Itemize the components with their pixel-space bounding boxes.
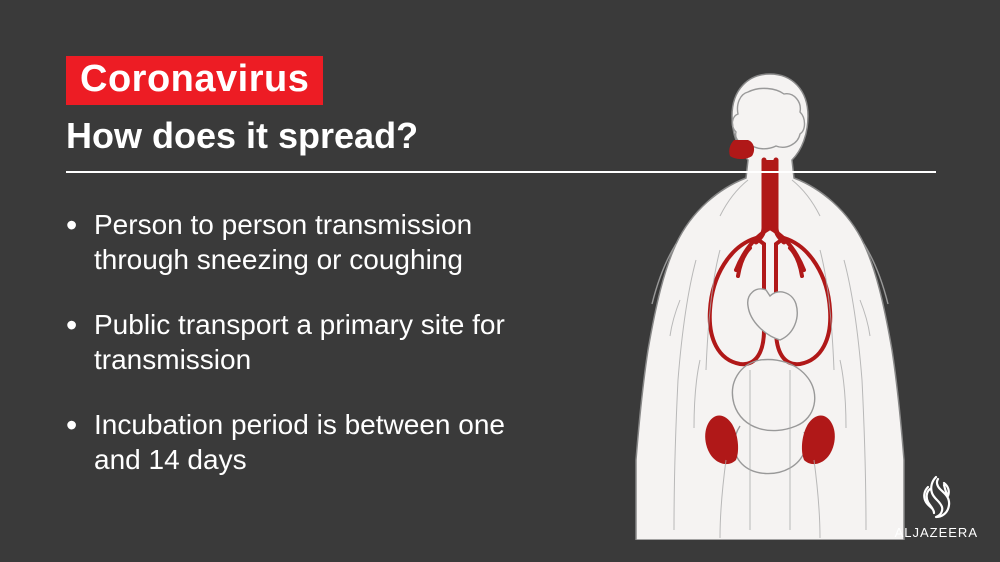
bullet-item: Incubation period is between one and 14 … xyxy=(66,407,546,477)
brand: ALJAZEERA xyxy=(895,473,978,540)
bullet-item: Person to person transmission through sn… xyxy=(66,207,546,277)
subtitle: How does it spread? xyxy=(66,115,1000,157)
aljazeera-logo-icon xyxy=(912,473,960,521)
title-badge: Coronavirus xyxy=(66,56,323,105)
bullet-item: Public transport a primary site for tran… xyxy=(66,307,546,377)
divider xyxy=(66,171,936,173)
brand-name: ALJAZEERA xyxy=(895,525,978,540)
bullet-list: Person to person transmission through sn… xyxy=(66,207,1000,477)
